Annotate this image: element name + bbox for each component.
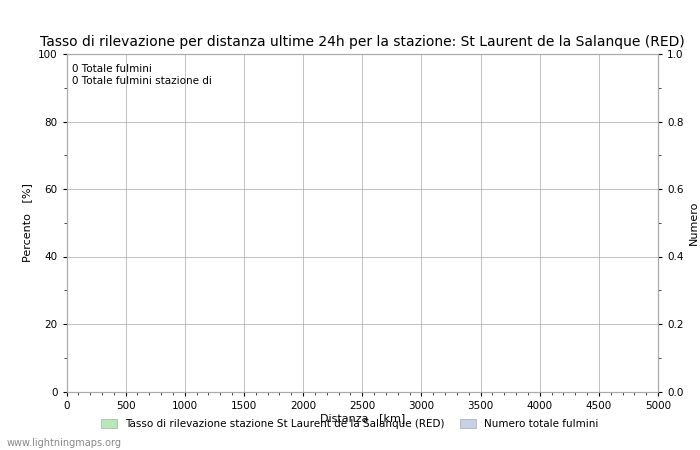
Text: www.lightningmaps.org: www.lightningmaps.org bbox=[7, 438, 122, 448]
Text: 0 Totale fulmini
0 Totale fulmini stazione di: 0 Totale fulmini 0 Totale fulmini stazio… bbox=[72, 64, 212, 86]
Legend: Tasso di rilevazione stazione St Laurent de la Salanque (RED), Numero totale ful: Tasso di rilevazione stazione St Laurent… bbox=[97, 415, 603, 433]
Y-axis label: Percento   [%]: Percento [%] bbox=[22, 183, 32, 262]
Title: Tasso di rilevazione per distanza ultime 24h per la stazione: St Laurent de la S: Tasso di rilevazione per distanza ultime… bbox=[40, 35, 685, 49]
Y-axis label: Numero: Numero bbox=[689, 201, 699, 245]
X-axis label: Distanza   [km]: Distanza [km] bbox=[320, 413, 405, 423]
